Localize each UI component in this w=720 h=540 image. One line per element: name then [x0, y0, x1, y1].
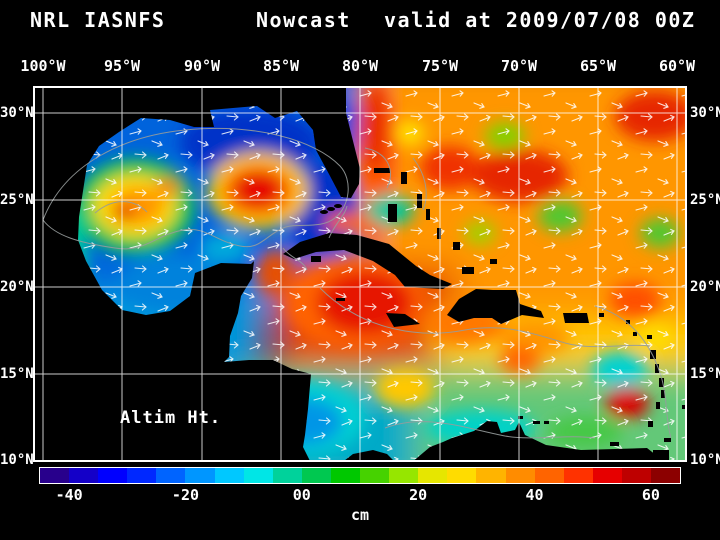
- title-valid: valid at 2009/07/08 00Z: [384, 8, 696, 32]
- land-jamaica: [386, 313, 420, 327]
- colorbar-segment: [127, 468, 157, 483]
- colorbar-segment: [69, 468, 99, 483]
- y-tick-label-right: 25°N: [690, 192, 720, 208]
- colorbar-segment: [330, 468, 361, 483]
- colorbar-segment: [476, 468, 506, 483]
- x-tick-label: 95°W: [103, 57, 141, 75]
- title-run: Nowcast: [256, 8, 351, 32]
- x-tick-label: 80°W: [341, 57, 379, 75]
- colorbar-segment: [301, 468, 331, 483]
- grid-lines: [35, 88, 685, 460]
- colorbar-segment: [447, 468, 477, 483]
- land-north-central-america: [35, 88, 360, 460]
- x-tick-label: 75°W: [421, 57, 459, 75]
- y-tick-label-left: 25°N: [0, 192, 34, 208]
- land-south-america: [414, 421, 663, 460]
- land-masses: [35, 88, 685, 460]
- colorbar-segment: [534, 468, 564, 483]
- colorbar-tick-label: 20: [409, 486, 428, 504]
- title-system: NRL IASNFS: [30, 8, 166, 32]
- colorbar-gradient: [40, 468, 681, 483]
- y-tick-label-right: 15°N: [690, 366, 720, 382]
- land-hispaniola: [447, 289, 544, 324]
- colorbar-segment: [505, 468, 535, 483]
- map-canvas: [35, 88, 685, 460]
- y-tick-label-right: 30°N: [690, 105, 720, 121]
- map-plot: Altim Ht.: [33, 86, 687, 462]
- x-tick-label: 60°W: [658, 57, 696, 75]
- colorbar-segment: [243, 468, 273, 483]
- colorbar-segment: [592, 468, 622, 483]
- colorbar-segment: [418, 468, 448, 483]
- land-panama: [345, 450, 393, 460]
- colorbar-segment: [185, 468, 215, 483]
- land-cuba: [283, 233, 452, 289]
- x-tick-label: 85°W: [262, 57, 300, 75]
- y-tick-label-left: 15°N: [0, 366, 34, 382]
- x-tick-label: 100°W: [20, 57, 66, 75]
- colorbar-tick-label: 40: [525, 486, 544, 504]
- colorbar-segment: [563, 468, 593, 483]
- colorbar-tick-label: -40: [55, 486, 83, 504]
- x-tick-label: 70°W: [500, 57, 538, 75]
- colorbar-segment: [360, 468, 390, 483]
- colorbar-segment: [40, 468, 70, 483]
- y-tick-label-left: 20°N: [0, 279, 34, 295]
- colorbar-segment: [621, 468, 651, 483]
- colorbar-unit: cm: [350, 506, 370, 524]
- colorbar-segment: [272, 468, 302, 483]
- y-tick-label-right: 20°N: [690, 279, 720, 295]
- colorbar-segment: [98, 468, 128, 483]
- colorbar-segment: [214, 468, 244, 483]
- colorbar-segment: [650, 468, 681, 483]
- x-tick-label: 90°W: [183, 57, 221, 75]
- y-tick-label-right: 10°N: [690, 452, 720, 468]
- x-tick-label: 65°W: [579, 57, 617, 75]
- colorbar-ticks: -40 -20 00 20 40 60: [40, 486, 680, 504]
- colorbar-segment: [389, 468, 419, 483]
- colorbar-segment: [156, 468, 186, 483]
- field-label: Altim Ht.: [120, 408, 222, 428]
- y-tick-label-left: 30°N: [0, 105, 34, 121]
- colorbar-tick-label: -20: [171, 486, 200, 504]
- land-puerto-rico: [563, 313, 589, 323]
- land-small-islands: [311, 168, 685, 460]
- colorbar: [39, 467, 681, 484]
- bathymetry-contours: [42, 127, 672, 439]
- colorbar-tick-label: 00: [292, 486, 311, 504]
- colorbar-tick-label: 60: [641, 486, 660, 504]
- y-tick-label-left: 10°N: [0, 452, 34, 468]
